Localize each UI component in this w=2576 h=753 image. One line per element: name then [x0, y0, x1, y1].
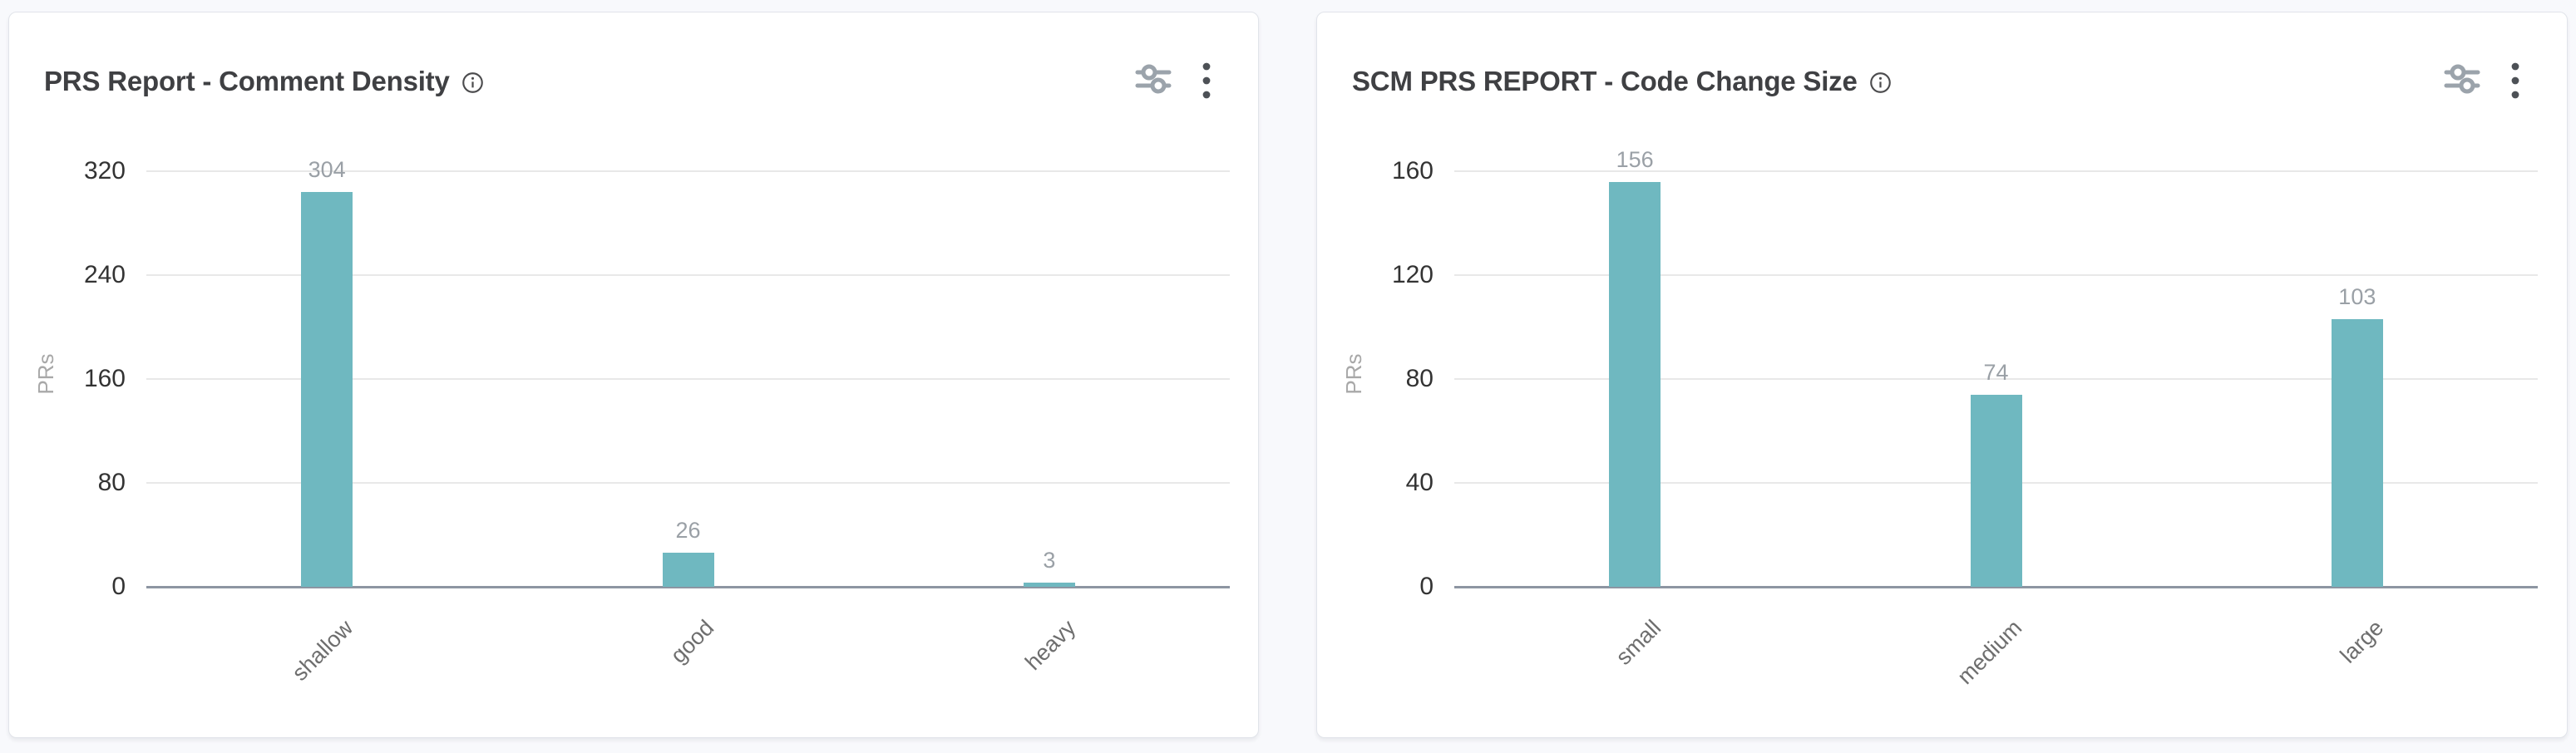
bar-value-label: 3: [1043, 548, 1056, 573]
y-tick-label: 80: [1405, 365, 1434, 392]
x-axis-label: large: [2335, 615, 2389, 668]
card-title: PRS Report - Comment Density: [44, 66, 484, 97]
y-tick-label: 320: [83, 157, 126, 185]
x-axis-label: good: [666, 615, 719, 668]
card-title-text: SCM PRS REPORT - Code Change Size: [1352, 66, 1858, 96]
x-axis-label: heavy: [1019, 615, 1081, 676]
y-gridline: [146, 482, 1230, 484]
bar-shallow[interactable]: [301, 192, 353, 587]
chart-card-code-change-size: SCM PRS REPORT - Code Change Size 0 40 80 1…: [1316, 12, 2568, 738]
y-tick-label: 120: [1391, 261, 1434, 288]
x-axis-line: [1454, 586, 2538, 588]
y-tick-label: 160: [1391, 157, 1434, 185]
sliders-icon[interactable]: [2444, 61, 2480, 97]
info-icon[interactable]: [461, 71, 484, 94]
bar-chart-code-change-size: 0 40 80 120 160 PRs 156 small 74 medium 103 large: [1317, 12, 2567, 737]
y-tick-label: 40: [1405, 469, 1434, 496]
x-axis-label: small: [1611, 615, 1666, 670]
x-axis-line: [146, 586, 1230, 588]
y-axis-title: PRs: [1341, 353, 1366, 395]
bar-heavy[interactable]: [1023, 583, 1075, 587]
chart-card-comment-density: PRS Report - Comment Density 0 80 160 240 32…: [8, 12, 1259, 738]
x-axis-label: medium: [1952, 615, 2027, 690]
bar-medium[interactable]: [1970, 394, 2022, 587]
y-tick-label: 240: [83, 261, 126, 288]
y-tick-label: 80: [97, 469, 126, 496]
info-icon[interactable]: [1869, 71, 1892, 94]
kebab-menu-icon[interactable]: [2507, 61, 2524, 101]
bar-value-label: 103: [2338, 284, 2376, 310]
y-gridline: [1454, 378, 2538, 380]
bar-value-label: 304: [308, 157, 346, 182]
bar-good[interactable]: [662, 553, 714, 587]
y-gridline: [146, 274, 1230, 276]
bar-value-label: 156: [1616, 146, 1654, 172]
bar-large[interactable]: [2331, 319, 2383, 587]
bar-chart-comment-density: 0 80 160 240 320 PRs 304 shallow 26 good 3 heavy: [9, 12, 1258, 737]
y-tick-label: 160: [83, 365, 126, 392]
bar-small[interactable]: [1609, 181, 1661, 587]
y-gridline: [146, 170, 1230, 172]
y-axis-title: PRs: [33, 353, 58, 395]
kebab-menu-icon[interactable]: [1198, 61, 1215, 101]
y-tick-label: 0: [111, 573, 126, 600]
y-gridline: [146, 378, 1230, 380]
y-gridline: [1454, 170, 2538, 172]
x-axis-label: shallow: [287, 615, 358, 686]
card-title-text: PRS Report - Comment Density: [44, 66, 450, 96]
bar-value-label: 74: [1983, 359, 2009, 385]
y-tick-label: 0: [1419, 573, 1434, 600]
sliders-icon[interactable]: [1135, 61, 1172, 97]
y-gridline: [1454, 274, 2538, 276]
card-title: SCM PRS REPORT - Code Change Size: [1352, 66, 1892, 97]
bar-value-label: 26: [675, 518, 701, 544]
